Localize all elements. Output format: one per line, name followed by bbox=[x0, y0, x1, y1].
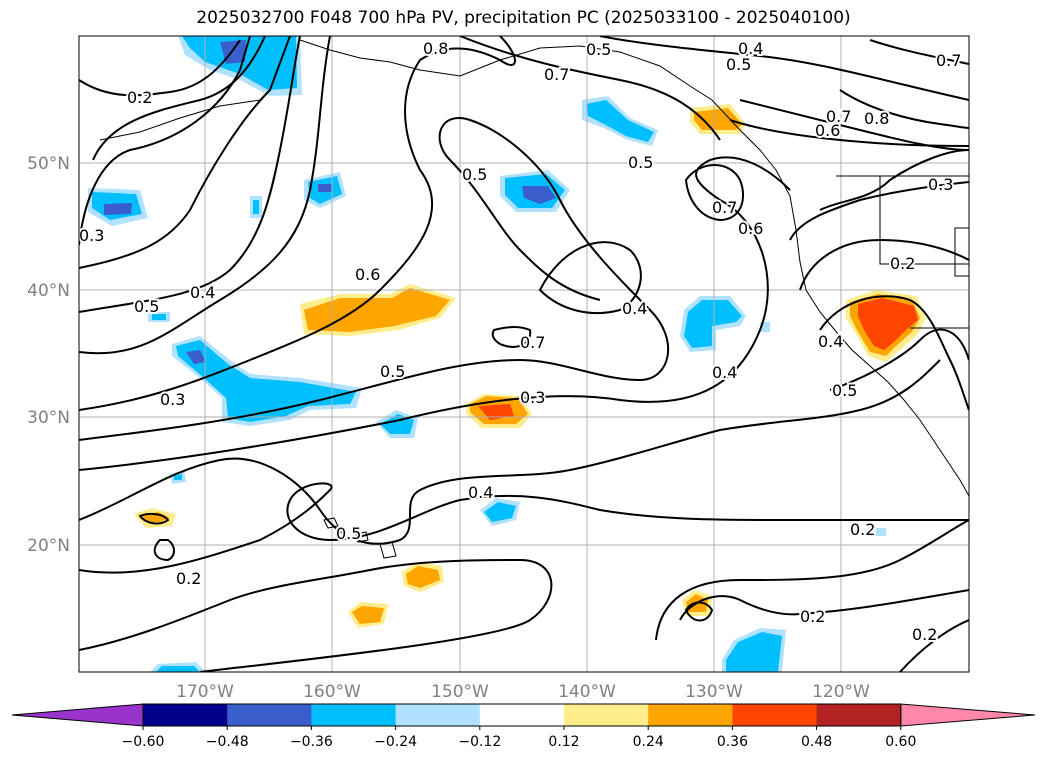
lat-label: 50°N bbox=[27, 154, 70, 174]
colorbar-extend-low bbox=[11, 703, 144, 727]
lon-label: 160°W bbox=[303, 682, 361, 702]
contour-label: 0.6 bbox=[738, 219, 763, 238]
lon-label: 150°W bbox=[431, 682, 489, 702]
map-panel: 0.2 0.8 0.5 0.4 0.5 0.7 0.7 0.7 0.8 0.6 … bbox=[79, 36, 969, 672]
colorbar-tick-label: 0.24 bbox=[633, 734, 664, 750]
contour-label: 0.2 bbox=[176, 569, 201, 588]
contour-label: 0.2 bbox=[850, 520, 875, 539]
colorbar-segment bbox=[648, 704, 733, 726]
contour-label: 0.4 bbox=[818, 332, 843, 351]
contour-label: 0.5 bbox=[336, 524, 361, 543]
colorbar-tick-label: 0.60 bbox=[885, 734, 916, 750]
lat-label: 30°N bbox=[27, 408, 70, 428]
contour-label: 0.4 bbox=[738, 39, 763, 58]
colorbar-tick-label: −0.24 bbox=[374, 734, 417, 750]
colorbar-tick-label: 0.36 bbox=[717, 734, 748, 750]
colorbar-segment bbox=[564, 704, 649, 726]
gridlines bbox=[79, 36, 969, 672]
contour-label: 0.5 bbox=[462, 165, 487, 184]
lon-label: 130°W bbox=[685, 682, 743, 702]
lon-label: 120°W bbox=[812, 682, 870, 702]
contour-label: 0.4 bbox=[622, 299, 647, 318]
colorbar-extend-high bbox=[900, 703, 1036, 727]
contour-label: 0.5 bbox=[586, 40, 611, 59]
contour-label: 0.5 bbox=[726, 55, 751, 74]
map-title: 2025032700 F048 700 hPa PV, precipitatio… bbox=[196, 8, 851, 28]
colorbar-segment bbox=[395, 704, 481, 726]
colorbar-tick-label: −0.60 bbox=[122, 734, 165, 750]
contour-label: 0.2 bbox=[127, 88, 152, 107]
contour-label: 0.7 bbox=[936, 51, 961, 70]
pv-contours bbox=[79, 36, 969, 672]
contour-label: 0.5 bbox=[832, 381, 857, 400]
colorbar-tick-label: −0.48 bbox=[206, 734, 249, 750]
contour-label: 0.5 bbox=[134, 297, 159, 316]
contour-label: 0.3 bbox=[79, 226, 104, 245]
colorbar-segment bbox=[479, 704, 565, 726]
contour-label: 0.3 bbox=[160, 390, 185, 409]
contour-label: 0.7 bbox=[544, 65, 569, 84]
lon-label: 170°W bbox=[176, 682, 234, 702]
contour-label: 0.7 bbox=[712, 198, 737, 217]
contour-label: 0.5 bbox=[380, 362, 405, 381]
colorbar-segment bbox=[311, 704, 397, 726]
contour-label: 0.6 bbox=[355, 265, 380, 284]
colorbar-tick-label: −0.12 bbox=[458, 734, 501, 750]
colorbar-tick-label: −0.36 bbox=[290, 734, 333, 750]
contour-label: 0.4 bbox=[468, 483, 493, 502]
colorbar-frame bbox=[142, 703, 902, 727]
contour-label: 0.2 bbox=[800, 607, 825, 626]
lon-label: 140°W bbox=[558, 682, 616, 702]
contour-label: 0.3 bbox=[520, 388, 545, 407]
contour-label: 0.7 bbox=[826, 107, 851, 126]
contour-label: 0.6 bbox=[815, 121, 840, 140]
longitude-labels: 170°W 160°W 150°W 140°W 130°W 120°W bbox=[176, 682, 870, 702]
contour-label: 0.4 bbox=[712, 363, 737, 382]
latitude-labels: 50°N 40°N 30°N 20°N bbox=[27, 154, 70, 556]
contour-label: 0.8 bbox=[423, 39, 448, 58]
contour-label: 0.5 bbox=[628, 153, 653, 172]
map-frame bbox=[78, 35, 970, 673]
lat-label: 20°N bbox=[27, 536, 70, 556]
colorbar: −0.60 −0.48 −0.36 −0.24 −0.12 0.12 0.24 0.36 0.4… bbox=[11, 703, 1036, 750]
contour-labels: 0.2 0.8 0.5 0.4 0.5 0.7 0.7 0.7 0.8 0.6 … bbox=[79, 37, 963, 646]
contour-label: 0.2 bbox=[890, 254, 915, 273]
contour-label: 0.2 bbox=[912, 625, 937, 644]
contour-label: 0.3 bbox=[928, 175, 953, 194]
lat-label: 40°N bbox=[27, 281, 70, 301]
colorbar-segment bbox=[143, 704, 228, 726]
contour-label: 0.7 bbox=[520, 333, 545, 352]
coastlines bbox=[99, 39, 969, 559]
contour-label: 0.4 bbox=[190, 283, 215, 302]
colorbar-tick-label: 0.12 bbox=[548, 734, 579, 750]
colorbar-segment bbox=[816, 704, 902, 726]
contour-label: 0.8 bbox=[864, 109, 889, 128]
colorbar-tick-label: 0.48 bbox=[801, 734, 832, 750]
colorbar-segment bbox=[227, 704, 312, 726]
colorbar-segment bbox=[732, 704, 818, 726]
